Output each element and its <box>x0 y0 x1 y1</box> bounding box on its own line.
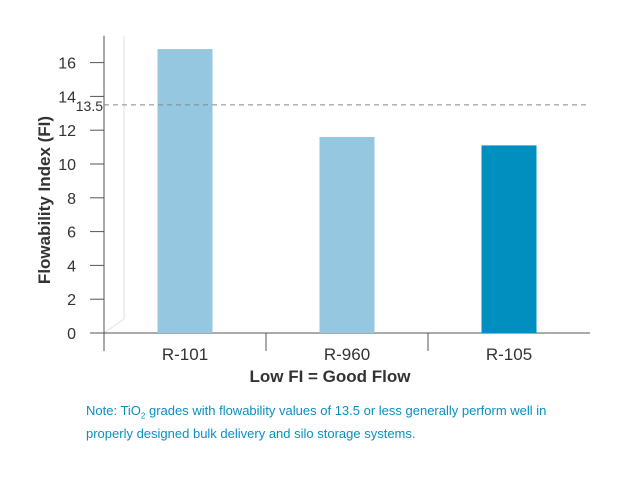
bar-r-960 <box>319 136 375 333</box>
x-axis-title: Low FI = Good Flow <box>249 367 411 386</box>
y-tick-label: 4 <box>67 258 76 275</box>
reference-line-label: 13.5 <box>76 98 103 114</box>
y-tick-label: 2 <box>67 292 76 309</box>
y-tick-label: 0 <box>67 326 76 343</box>
floor-edge-line <box>103 318 125 334</box>
y-tick-label: 12 <box>58 123 76 140</box>
footnote-text: grades with flowability values of 13.5 o… <box>86 403 547 441</box>
y-tick-label: 6 <box>67 225 76 242</box>
y-tick-label: 16 <box>58 56 76 73</box>
bar-r-101 <box>157 49 213 334</box>
footnote-subscript: 2 <box>140 411 146 421</box>
x-tick-label: R-101 <box>162 345 208 364</box>
x-tick-label: R-960 <box>324 345 370 364</box>
x-tick-label: R-105 <box>486 345 532 364</box>
bar-r-105 <box>481 145 537 333</box>
y-axis-title: Flowability Index (FI) <box>35 116 54 284</box>
footnote-prefix: Note: TiO <box>86 403 141 418</box>
footnote: Note: TiO2 grades with flowability value… <box>86 402 586 442</box>
y-tick-label: 10 <box>58 157 76 174</box>
y-tick-label: 8 <box>67 191 76 208</box>
y-tick-label: 14 <box>58 89 76 106</box>
bar-chart: Flowability Index (FI) Low FI = Good Flo… <box>35 35 590 386</box>
